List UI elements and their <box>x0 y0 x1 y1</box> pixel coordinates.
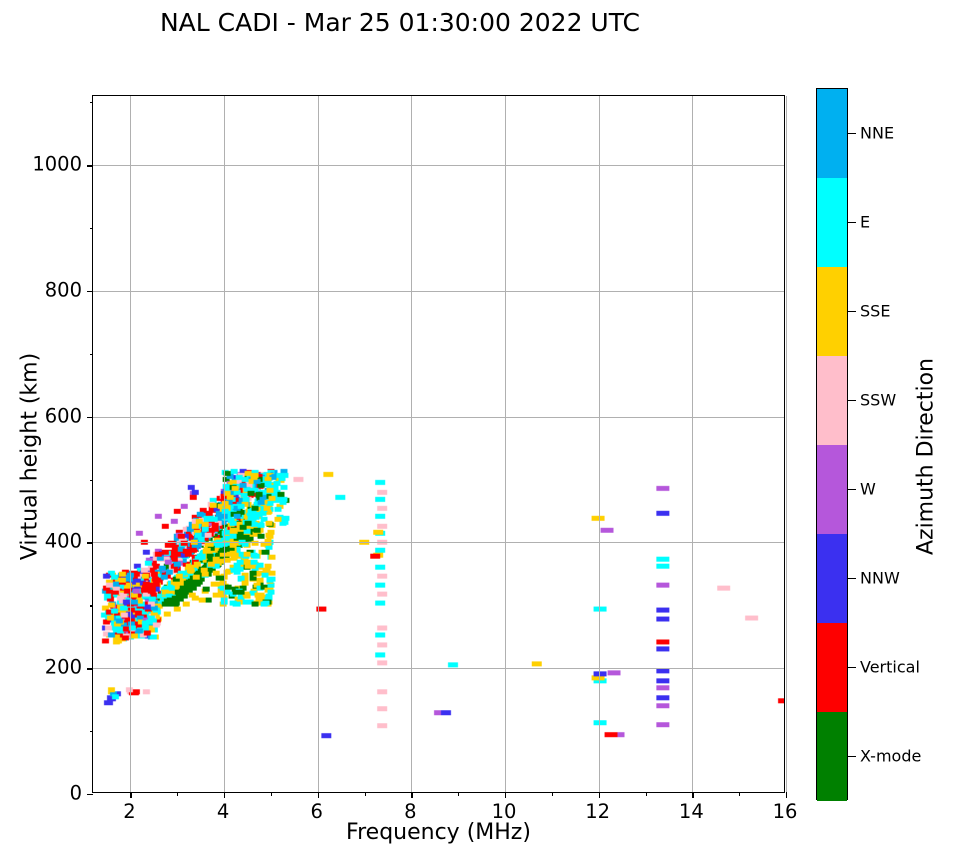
x-tick-label: 4 <box>216 800 230 823</box>
gridline-vertical <box>317 96 319 792</box>
y-tick-major <box>87 794 93 796</box>
gridline-horizontal <box>93 542 784 544</box>
x-tick-minor <box>364 792 366 796</box>
x-tick-minor <box>739 792 741 796</box>
colorbar-title: Azimuth Direction <box>913 357 939 556</box>
colorbar-label-nnw: NNW <box>860 568 900 587</box>
gridline-vertical <box>598 96 600 792</box>
x-tick-major <box>130 792 132 798</box>
gridline-vertical <box>130 96 132 792</box>
gridline-horizontal <box>93 165 784 167</box>
colorbar-segment-sse[interactable] <box>817 267 847 356</box>
y-tick-label: 1000 <box>32 152 82 176</box>
colorbar-label-w: W <box>860 479 876 498</box>
colorbar-label-nne: NNE <box>860 123 895 142</box>
colorbar-label-ssw: SSW <box>860 390 897 409</box>
colorbar-label-vertical: Vertical <box>860 657 920 676</box>
colorbar-tick <box>848 132 856 134</box>
page-title: NAL CADI - Mar 25 01:30:00 2022 UTC <box>159 8 640 37</box>
colorbar-tick <box>848 577 856 579</box>
colorbar-segment-nnw[interactable] <box>817 534 847 623</box>
colorbar-segment-w[interactable] <box>817 445 847 534</box>
colorbar-tick <box>848 755 856 757</box>
gridline-vertical <box>692 96 694 792</box>
x-tick-label: 12 <box>585 800 611 823</box>
colorbar-tick <box>848 399 856 401</box>
x-tick-minor <box>551 792 554 796</box>
colorbar-segment-e[interactable] <box>817 178 847 267</box>
x-tick-minor <box>177 792 179 796</box>
x-tick-minor <box>645 792 647 796</box>
gridline-vertical <box>505 96 507 792</box>
gridline-horizontal <box>93 416 784 418</box>
ionogram-scatter-canvas <box>93 96 784 792</box>
colorbar-tick <box>848 310 856 312</box>
y-tick-major <box>87 668 93 670</box>
y-tick-minor <box>89 731 93 733</box>
y-tick-minor <box>89 102 93 104</box>
y-tick-major <box>87 165 93 167</box>
colorbar-segment-x-mode[interactable] <box>817 712 847 801</box>
x-tick-major <box>317 792 320 798</box>
x-tick-label: 14 <box>678 800 704 823</box>
plot-area <box>87 95 788 798</box>
gridline-vertical <box>786 96 787 792</box>
y-tick-label: 200 <box>44 655 82 679</box>
colorbar-tick <box>848 666 856 668</box>
x-tick-label: 6 <box>310 800 323 823</box>
colorbar-tick <box>848 221 856 223</box>
y-axis-title: Virtual height (km) <box>17 352 43 561</box>
y-tick-label: 0 <box>69 781 82 805</box>
x-tick-major <box>224 792 226 798</box>
x-tick-label: 10 <box>491 800 517 823</box>
gridline-vertical <box>224 96 226 792</box>
y-tick-label: 600 <box>44 404 82 428</box>
y-tick-label: 800 <box>44 278 82 302</box>
colorbar-segment-nne[interactable] <box>817 89 847 178</box>
y-tick-major <box>87 416 93 419</box>
colorbar[interactable] <box>816 88 848 801</box>
y-tick-minor <box>89 228 93 230</box>
x-tick-label: 2 <box>123 800 136 823</box>
x-tick-major <box>692 792 694 798</box>
y-tick-minor <box>89 479 93 481</box>
colorbar-label-e: E <box>860 212 871 231</box>
x-axis-title: Frequency (MHz) <box>346 820 531 845</box>
gridline-horizontal <box>93 668 784 670</box>
colorbar-label-x-mode: X-mode <box>860 746 922 765</box>
y-tick-major <box>87 290 93 293</box>
x-tick-major <box>786 792 788 798</box>
x-tick-minor <box>270 792 273 796</box>
x-tick-major <box>411 792 413 798</box>
x-tick-label: 16 <box>772 800 798 823</box>
colorbar-tick <box>848 488 856 490</box>
x-tick-label: 8 <box>404 800 417 823</box>
y-tick-label: 400 <box>44 529 82 553</box>
gridline-vertical <box>411 96 413 792</box>
y-tick-major <box>87 542 93 544</box>
x-tick-major <box>598 792 601 798</box>
gridline-horizontal <box>93 290 784 292</box>
y-tick-minor <box>89 605 93 607</box>
x-tick-minor <box>458 792 460 796</box>
x-tick-major <box>505 792 507 798</box>
colorbar-label-sse: SSE <box>860 301 891 320</box>
y-tick-minor <box>89 353 93 355</box>
colorbar-segment-ssw[interactable] <box>817 356 847 445</box>
colorbar-segment-vertical[interactable] <box>817 623 847 712</box>
